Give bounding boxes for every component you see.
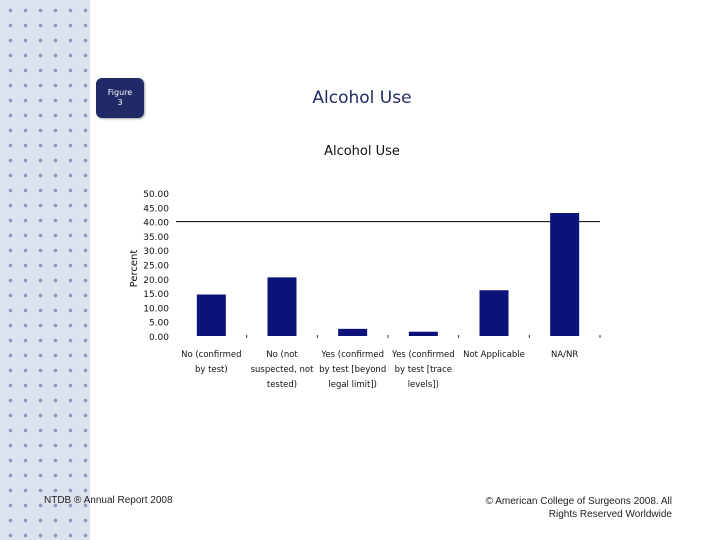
x-tick-label: Not Applicable bbox=[463, 350, 525, 360]
x-tick-label: NA/NR bbox=[551, 350, 578, 360]
y-tick-label: 35.00 bbox=[143, 233, 169, 243]
x-tick-label: tested) bbox=[267, 380, 297, 390]
bar bbox=[550, 213, 580, 336]
x-tick-label: Yes (confirmed bbox=[320, 350, 384, 360]
y-tick-label: 15.00 bbox=[143, 290, 169, 300]
x-tick-label: Yes (confirmed bbox=[391, 350, 455, 360]
y-tick-label: 10.00 bbox=[143, 304, 169, 314]
bar bbox=[196, 294, 226, 336]
y-tick-label: 40.00 bbox=[143, 219, 169, 229]
x-tick-label: by test [trace bbox=[395, 365, 452, 375]
x-tick-label: No (not bbox=[266, 350, 298, 360]
x-tick-label: No (confirmed bbox=[181, 350, 241, 360]
y-tick-label: 30.00 bbox=[143, 247, 169, 257]
bar bbox=[479, 290, 509, 336]
slide-title: Alcohol Use bbox=[312, 88, 412, 108]
bar bbox=[408, 331, 438, 336]
bar bbox=[267, 277, 297, 336]
x-tick-label: by test) bbox=[195, 365, 228, 375]
x-tick-label: levels]) bbox=[408, 380, 439, 390]
footer-copyright-line2: Rights Reserved Worldwide bbox=[548, 509, 672, 520]
y-tick-label: 0.00 bbox=[149, 333, 169, 343]
footer-copyright-line1: © American College of Surgeons 2008. All bbox=[485, 496, 672, 507]
y-tick-label: 25.00 bbox=[143, 262, 169, 272]
y-tick-label: 5.00 bbox=[149, 319, 169, 329]
x-tick-label: suspected, not bbox=[251, 365, 314, 375]
x-tick-label: legal limit]) bbox=[328, 380, 377, 390]
footer-source: NTDB ® Annual Report 2008 bbox=[44, 495, 173, 506]
figure-badge-number: 3 bbox=[117, 98, 123, 107]
footer-copyright: © American College of Surgeons 2008. All… bbox=[432, 495, 672, 521]
dotted-side-panel bbox=[0, 0, 90, 540]
bar bbox=[338, 328, 368, 336]
y-tick-label: 50.00 bbox=[143, 190, 169, 200]
y-tick-label: 45.00 bbox=[143, 204, 169, 214]
y-axis-label: Percent bbox=[129, 250, 140, 288]
x-tick-label: by test [beyond bbox=[319, 365, 386, 375]
figure-badge-label: Figure bbox=[107, 88, 133, 97]
figure-badge: Figure 3 bbox=[96, 78, 144, 118]
y-tick-label: 20.00 bbox=[143, 276, 169, 286]
chart-title: Alcohol Use bbox=[324, 144, 400, 159]
